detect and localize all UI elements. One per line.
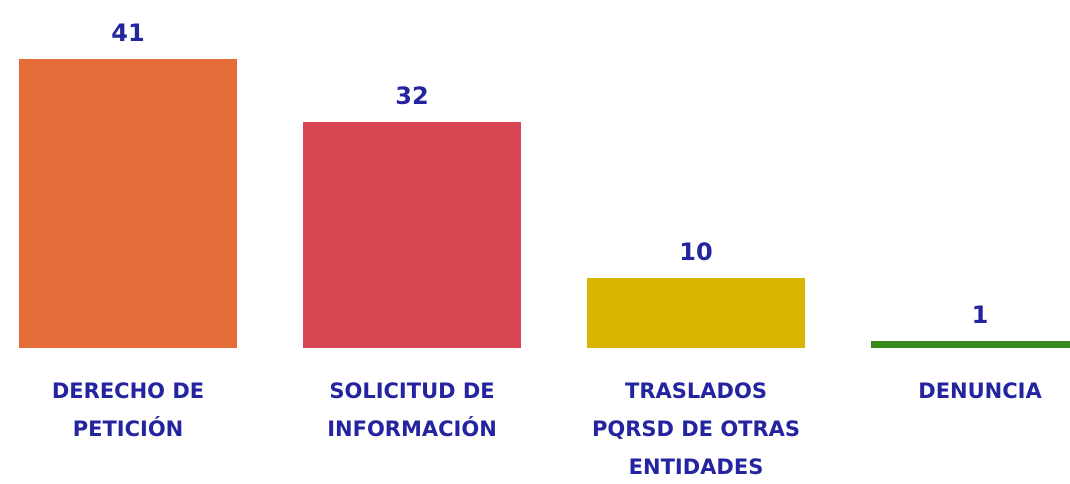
- bar: [587, 277, 805, 348]
- value-label: 32: [395, 82, 429, 111]
- category-label: SOLICITUD DE INFORMACIÓN: [327, 379, 497, 441]
- category-label: DERECHO DE PETICIÓN: [51, 379, 205, 441]
- category-label: DENUNCIA: [918, 379, 1042, 403]
- bar: [871, 340, 1070, 348]
- bar: [19, 59, 237, 348]
- value-label: 10: [679, 237, 713, 266]
- bar: [303, 122, 521, 348]
- value-label: 1: [971, 300, 989, 329]
- category-label: TRASLADOS PQRSD DE OTRAS ENTIDADES: [591, 379, 801, 479]
- value-label: 41: [111, 19, 145, 47]
